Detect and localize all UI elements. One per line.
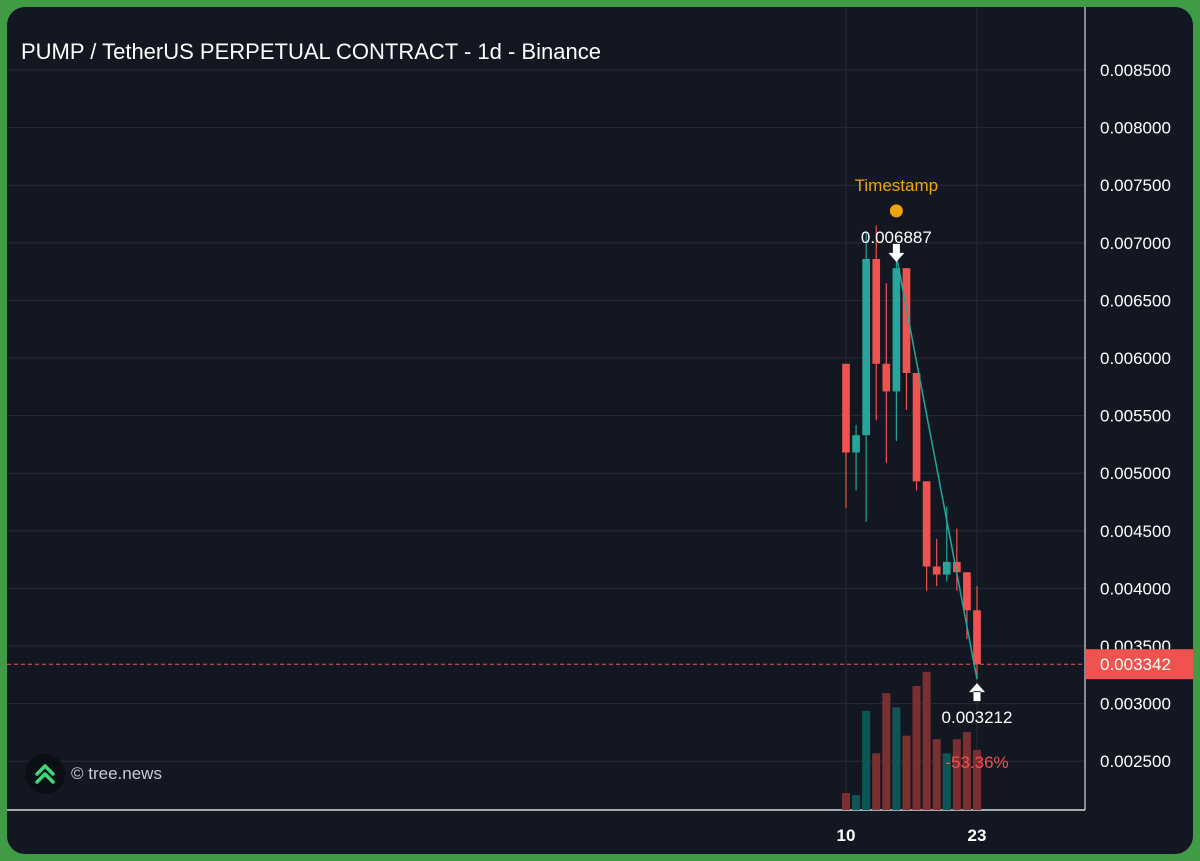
y-tick-label: 0.006000 xyxy=(1100,349,1171,368)
y-tick-label: 0.006500 xyxy=(1100,291,1171,310)
x-tick-label: 23 xyxy=(968,826,987,845)
candle-body xyxy=(963,572,971,611)
volume-bar xyxy=(892,707,901,810)
y-tick-label: 0.008000 xyxy=(1100,119,1171,138)
candle-body xyxy=(953,561,961,573)
chart-title: PUMP / TetherUS PERPETUAL CONTRACT - 1d … xyxy=(21,39,601,64)
watermark: © tree.news xyxy=(25,754,162,794)
volume-bar xyxy=(922,671,931,810)
volume-bar xyxy=(942,753,951,810)
y-tick-label: 0.004500 xyxy=(1100,522,1171,541)
candle-body xyxy=(932,566,941,575)
trend-line xyxy=(895,255,978,680)
volume-bar xyxy=(852,795,861,810)
candle-body xyxy=(912,372,921,482)
volume-bar xyxy=(882,693,891,810)
volume-bar xyxy=(862,710,871,810)
candle-body xyxy=(872,258,881,364)
low-price-label: 0.003212 xyxy=(942,708,1013,727)
candle-body xyxy=(882,363,891,392)
candle-body xyxy=(902,268,911,373)
last-price-label: 0.003342 xyxy=(1100,655,1171,674)
candle-body xyxy=(942,561,951,575)
candle-body xyxy=(973,610,981,665)
event-label: Timestamp xyxy=(855,176,938,195)
y-tick-label: 0.007500 xyxy=(1100,176,1171,195)
candle-body xyxy=(852,435,860,453)
event-marker-dot xyxy=(889,204,903,218)
y-tick-label: 0.003000 xyxy=(1100,695,1171,714)
price-chart[interactable]: 0.008500 0.008000 0.007500 0.007000 0.006500… xyxy=(7,7,1193,854)
y-tick-label: 0.004000 xyxy=(1100,579,1171,598)
low-arrow-up-icon xyxy=(969,683,985,702)
candle-body xyxy=(892,268,901,392)
chart-frame: 0.008500 0.008000 0.007500 0.007000 0.006500… xyxy=(7,7,1193,854)
watermark-text: © tree.news xyxy=(71,764,162,783)
candle-body xyxy=(922,481,931,567)
y-tick-label: 0.007000 xyxy=(1100,234,1171,253)
volume-bar xyxy=(872,753,881,810)
candle-body xyxy=(842,363,850,453)
last-price-badge xyxy=(1085,649,1193,680)
volume-bar xyxy=(841,793,851,810)
high-arrow-down-icon xyxy=(888,243,905,262)
y-tick-label: 0.002500 xyxy=(1100,752,1171,771)
y-tick-label: 0.005500 xyxy=(1100,407,1171,426)
y-tick-label: 0.008500 xyxy=(1100,61,1171,80)
change-percent-label: -53.36% xyxy=(945,753,1008,772)
candle-body xyxy=(862,258,870,436)
tree-news-logo-icon xyxy=(25,754,65,794)
high-price-label: 0.006887 xyxy=(861,228,932,247)
volume-bar xyxy=(952,739,961,810)
volume-bar xyxy=(902,735,911,810)
volume-bar xyxy=(932,739,941,810)
volume-bar xyxy=(962,732,971,810)
x-tick-label: 10 xyxy=(837,826,856,845)
y-tick-label: 0.005000 xyxy=(1100,464,1171,483)
volume-bar xyxy=(972,749,982,810)
volume-bar xyxy=(912,686,921,810)
